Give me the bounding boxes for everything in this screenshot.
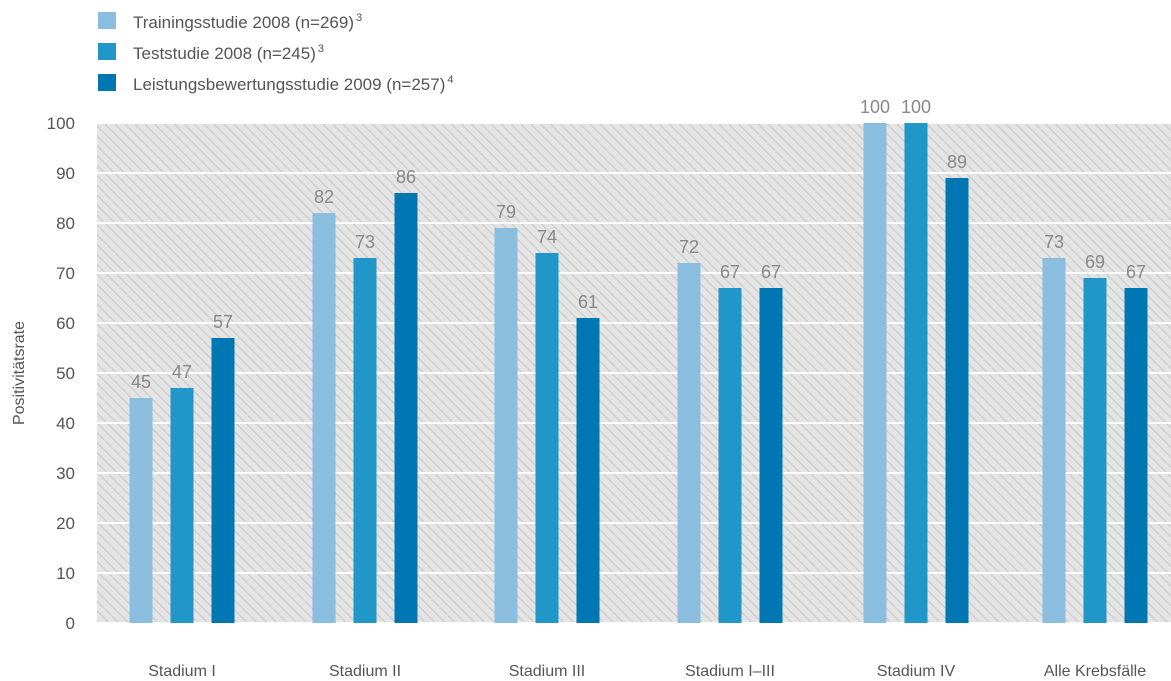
- y-tick-label: 90: [56, 164, 75, 183]
- data-label: 82: [314, 187, 334, 207]
- data-label: 61: [578, 292, 598, 312]
- bar: [211, 338, 235, 623]
- bar: [129, 398, 153, 623]
- bar: [494, 228, 518, 623]
- bar: [394, 193, 418, 623]
- x-tick-label: Alle Krebsfälle: [1044, 663, 1146, 680]
- data-label: 69: [1085, 252, 1105, 272]
- bar: [677, 263, 701, 623]
- data-label: 74: [537, 227, 557, 247]
- data-label: 100: [860, 97, 890, 117]
- data-label: 67: [1126, 262, 1146, 282]
- bar: [353, 258, 377, 623]
- y-tick-label: 50: [56, 364, 75, 383]
- y-tick-label: 30: [56, 464, 75, 483]
- bar: [576, 318, 600, 623]
- bar: [904, 123, 928, 623]
- legend-label: Leistungsbewertungsstudie 2009 (n=257) 4: [133, 74, 453, 94]
- legend-superscript: 3: [318, 43, 324, 55]
- y-axis-ticks: 0 10 20 30 40 50 60 70 80 90 100: [47, 114, 75, 633]
- data-label: 57: [213, 312, 233, 332]
- category-labels: Stadium I Stadium II Stadium III Stadium I–…: [148, 663, 1146, 680]
- data-label: 73: [1044, 232, 1064, 252]
- legend-swatch: [98, 12, 116, 29]
- legend-label: Teststudie 2008 (n=245) 3: [133, 43, 324, 63]
- bar: [718, 288, 742, 623]
- legend-superscript: 3: [356, 12, 362, 24]
- y-tick-label: 70: [56, 264, 75, 283]
- y-tick-label: 100: [47, 114, 75, 133]
- data-label: 73: [355, 232, 375, 252]
- bar: [312, 213, 336, 623]
- bar: [1124, 288, 1148, 623]
- gridlines: [97, 122, 1171, 624]
- data-label: 100: [901, 97, 931, 117]
- legend-swatch: [98, 74, 116, 91]
- bars: [129, 123, 1148, 623]
- legend: Trainingsstudie 2008 (n=269) 3 Teststudie …: [98, 12, 453, 94]
- y-axis-label: Positivitätsrate: [11, 321, 28, 425]
- legend-swatch: [98, 43, 116, 60]
- bar: [945, 178, 969, 623]
- x-tick-label: Stadium I: [148, 663, 216, 680]
- data-label: 47: [172, 362, 192, 382]
- bar: [535, 253, 559, 623]
- x-tick-label: Stadium III: [509, 663, 585, 680]
- legend-superscript: 4: [447, 74, 453, 86]
- y-tick-label: 10: [56, 564, 75, 583]
- data-label: 89: [947, 152, 967, 172]
- y-tick-label: 20: [56, 514, 75, 533]
- bar: [759, 288, 783, 623]
- y-tick-label: 80: [56, 214, 75, 233]
- x-tick-label: Stadium I–III: [685, 663, 775, 680]
- data-label: 45: [131, 372, 151, 392]
- legend-label: Trainingsstudie 2008 (n=269) 3: [133, 12, 362, 32]
- data-label: 79: [496, 202, 516, 222]
- data-label: 67: [761, 262, 781, 282]
- y-tick-label: 60: [56, 314, 75, 333]
- x-tick-label: Stadium IV: [877, 663, 956, 680]
- value-labels: 45 47 57 82 73 86 79 74 61 72 67 67 100 100 89 73 69 67: [131, 97, 1146, 392]
- y-tick-label: 0: [66, 614, 75, 633]
- y-tick-label: 40: [56, 414, 75, 433]
- x-tick-label: Stadium II: [329, 663, 401, 680]
- data-label: 72: [679, 237, 699, 257]
- bar: [1083, 278, 1107, 623]
- data-label: 86: [396, 167, 416, 187]
- bar: [170, 388, 194, 623]
- bar: [863, 123, 887, 623]
- data-label: 67: [720, 262, 740, 282]
- bar: [1042, 258, 1066, 623]
